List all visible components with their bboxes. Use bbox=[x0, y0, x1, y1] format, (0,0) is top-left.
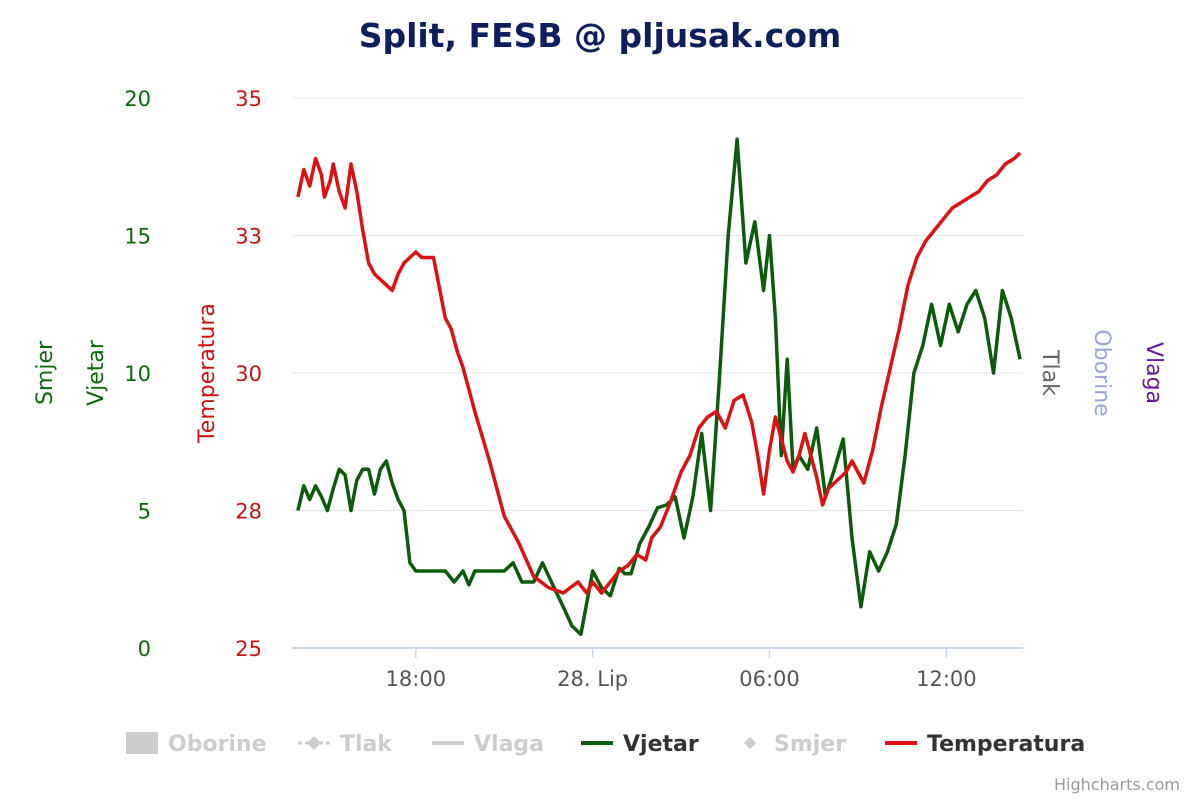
axis-title-smjer: Smjer bbox=[33, 340, 58, 405]
x-axis: 18:00 28. Lip 06:00 12:00 bbox=[292, 647, 1023, 691]
series-line-vjetar[interactable] bbox=[296, 137, 1022, 637]
y-tick-label-smjer: 5 bbox=[138, 500, 151, 524]
x-tick-label: 18:00 bbox=[386, 667, 447, 691]
legend-item-temperatura[interactable]: Temperatura bbox=[885, 732, 1085, 757]
x-tick-label: 12:00 bbox=[916, 667, 977, 691]
credits-link[interactable]: Highcharts.com bbox=[1054, 775, 1180, 794]
series-line-temperatura[interactable] bbox=[296, 151, 1022, 595]
y-tick-label-smjer: 15 bbox=[124, 225, 151, 249]
axis-title-vjetar: Vjetar bbox=[84, 339, 109, 406]
x-tick-label: 06:00 bbox=[739, 667, 800, 691]
legend-item-vjetar[interactable]: Vjetar bbox=[581, 732, 699, 757]
y-tick-label-temperatura: 33 bbox=[235, 225, 262, 249]
legend-label[interactable]: Vjetar bbox=[623, 732, 699, 757]
axis-title-vlaga: Vlaga bbox=[1141, 342, 1166, 404]
y-tick-label-smjer: 10 bbox=[124, 362, 151, 386]
y-tick-label-temperatura: 25 bbox=[235, 637, 262, 661]
axis-title-oborine: Oborine bbox=[1089, 329, 1114, 416]
legend-symbol-diamond bbox=[744, 737, 756, 749]
legend-label[interactable]: Oborine bbox=[168, 732, 267, 757]
y-tick-label-temperatura: 28 bbox=[235, 500, 262, 524]
gridlines bbox=[292, 97, 1023, 511]
y-tick-label-temperatura: 35 bbox=[235, 87, 262, 111]
y-axis-left: 0 25 5 28 10 30 15 33 20 35 bbox=[124, 87, 262, 661]
legend-label[interactable]: Tlak bbox=[340, 732, 393, 757]
legend-symbol-diamond bbox=[307, 736, 321, 750]
y-tick-label-temperatura: 30 bbox=[235, 362, 262, 386]
axis-title-tlak: Tlak bbox=[1037, 349, 1062, 396]
legend: Oborine Tlak Vlaga Vjetar Smjer Temperatura bbox=[126, 732, 1085, 757]
x-tick-label: 28. Lip bbox=[557, 667, 628, 691]
chart-title: Split, FESB @ pljusak.com bbox=[359, 16, 842, 55]
y-tick-label-smjer: 0 bbox=[138, 637, 151, 661]
legend-item-vlaga[interactable]: Vlaga bbox=[432, 732, 544, 757]
legend-label[interactable]: Smjer bbox=[774, 732, 846, 757]
y-tick-label-smjer: 20 bbox=[124, 87, 151, 111]
legend-item-oborine[interactable]: Oborine bbox=[126, 732, 267, 757]
series-group bbox=[296, 137, 1022, 637]
legend-item-tlak[interactable]: Tlak bbox=[298, 732, 393, 757]
legend-item-smjer[interactable]: Smjer bbox=[744, 732, 846, 757]
legend-label[interactable]: Temperatura bbox=[927, 732, 1085, 757]
legend-label[interactable]: Vlaga bbox=[474, 732, 544, 757]
axis-title-temperatura: Temperatura bbox=[195, 303, 220, 444]
legend-symbol-rect bbox=[126, 732, 158, 754]
